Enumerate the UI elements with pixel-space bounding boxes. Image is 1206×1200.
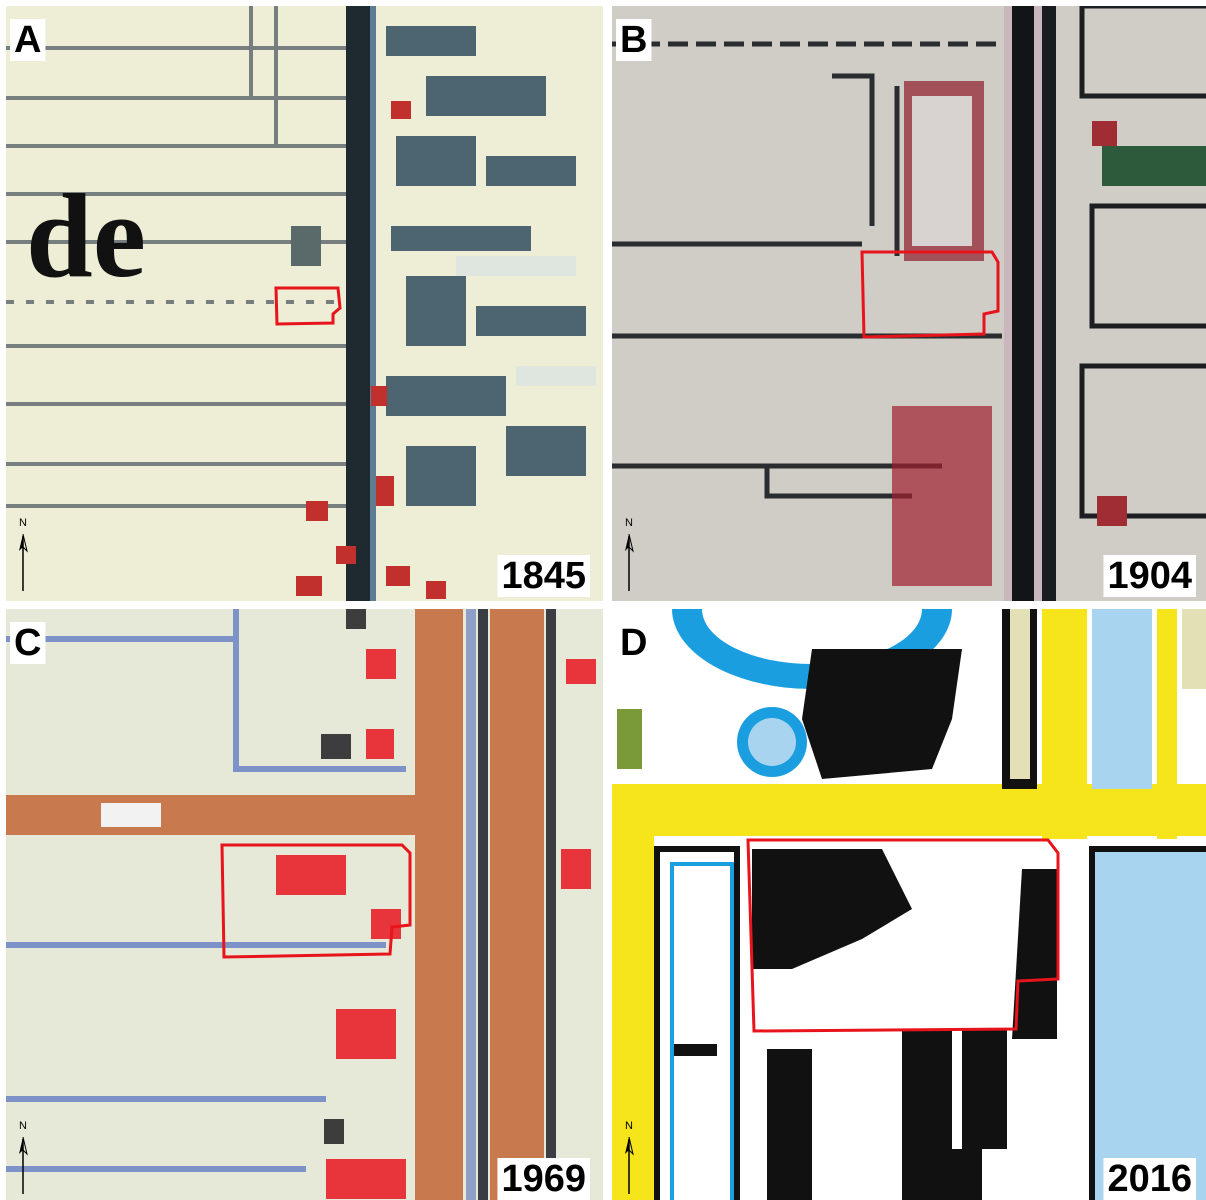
north-label: N [625, 1120, 633, 1132]
panel-label: B [620, 19, 647, 61]
panel-label: C [14, 622, 41, 664]
north-label: N [19, 517, 27, 529]
panel-d [612, 529, 1206, 1200]
north-label: N [625, 517, 633, 529]
panel-c [6, 609, 603, 1200]
year-label: 1904 [1107, 555, 1192, 597]
year-label: 1845 [501, 555, 586, 597]
map-text: de [26, 169, 146, 302]
north-label: N [19, 1120, 27, 1132]
panel-a: de [6, 6, 603, 601]
panel-label: A [14, 19, 41, 61]
panel-label: D [620, 622, 647, 664]
figure: de [0, 0, 1206, 1200]
year-label: 1969 [501, 1158, 586, 1200]
panel-b [612, 6, 1206, 601]
year-label: 2016 [1107, 1158, 1192, 1200]
